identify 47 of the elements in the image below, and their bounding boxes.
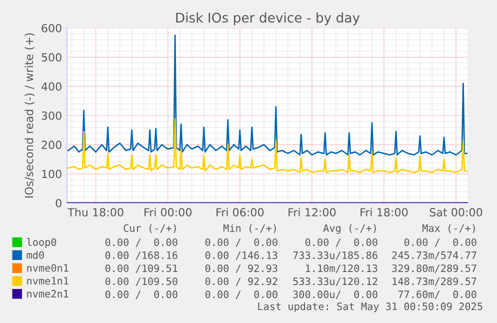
x-tick-label: Fri 00:00 (144, 208, 192, 216)
line-series (68, 34, 468, 156)
y-axis-title: IOs/second read (-) / write (+) (24, 33, 35, 198)
text: Last update: Sat May 31 00:50:09 2025 (258, 302, 482, 312)
text: 0.00 /109.51 (105, 264, 178, 273)
text: 329.80m/289.57 (392, 264, 476, 273)
text: 0.00 / 0.00 (105, 238, 178, 247)
y-tick-label: 400 (41, 82, 62, 91)
text: 1.10m/120.13 (306, 264, 378, 273)
text: Cur (-/+) (124, 224, 176, 234)
text: 0.00 /109.50 (105, 277, 178, 286)
text: 0.00 / 0.00 (205, 238, 278, 247)
legend-label: nvme1n1 (27, 277, 68, 285)
y-tick-label: 0 (56, 198, 62, 208)
text: Min (-/+) (223, 224, 276, 234)
legend-label: nvme0n1 (27, 264, 68, 272)
x-tick-label: Fri 12:00 (288, 208, 336, 216)
text: 0.00 /168.16 (105, 251, 178, 260)
text: 77.60m/ 0.00 (398, 290, 476, 299)
text: 0.00 / 92.92 (205, 277, 278, 286)
legend-label: loop0 (27, 238, 56, 248)
text: 300.00u/ 0.00 (293, 290, 378, 299)
y-tick-label: 500 (42, 53, 62, 62)
x-tick-label: Fri 18:00 (360, 208, 408, 216)
legend-label: md0 (26, 251, 44, 259)
text: 533.33u/120.12 (293, 277, 378, 286)
y-tick-label: 200 (42, 140, 62, 150)
text: Avg (-/+) (323, 224, 376, 234)
x-tick-label: Sat 00:00 (430, 208, 482, 216)
text: 148.73m/289.57 (392, 277, 476, 286)
text: 245.73m/574.77 (392, 251, 476, 260)
text: 0.00 /146.13 (205, 251, 278, 260)
chart-title: Disk IOs per device - by day (176, 12, 360, 26)
y-tick-label: 100 (42, 170, 62, 178)
text: 0.00 / 0.00 (105, 290, 178, 299)
legend-label: nvme2n1 (27, 290, 68, 298)
x-tick-label: Fri 06:00 (216, 208, 264, 216)
y-tick-label: 300 (42, 111, 62, 120)
line-series (68, 118, 468, 174)
y-tick-label: 600 (42, 24, 62, 32)
text: 0.00 / 0.00 (205, 290, 278, 299)
x-tick-label: Thu 18:00 (68, 208, 124, 216)
text: 733.33u/185.86 (293, 251, 378, 260)
text: Max (-/+) (422, 224, 475, 234)
text: 0.00 / 92.93 (205, 264, 278, 273)
text: 0.00 / 0.00 (305, 238, 378, 247)
text: 0.00 / 0.00 (404, 238, 476, 247)
